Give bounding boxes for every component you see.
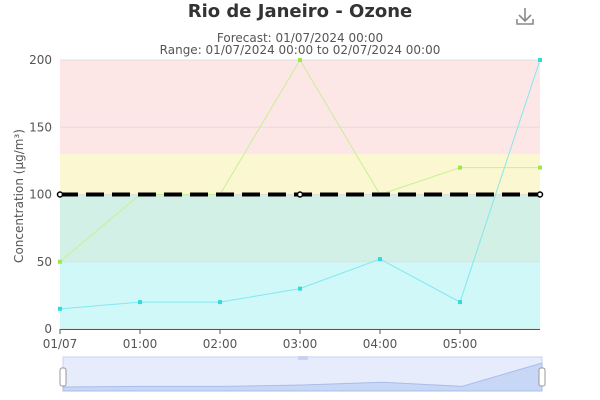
navigator-left-handle[interactable]: [59, 367, 67, 387]
series-1-point-4: [378, 257, 382, 262]
threshold-marker-0: [56, 191, 64, 198]
y-axis: 0 50 100 150 200: [29, 53, 52, 336]
x-tick-label-1: 01:00: [123, 337, 158, 351]
range-subtitle: Range: 01/07/2024 00:00 to 02/07/2024 00…: [159, 43, 441, 57]
navigator-right-handle[interactable]: [538, 367, 546, 387]
navigator-top-handle[interactable]: [298, 356, 308, 360]
series-1-point-2: [218, 300, 222, 305]
series-0-point-3: [298, 58, 302, 62]
y-tick-label-50: 50: [37, 255, 52, 269]
series-1-point-1: [138, 300, 142, 305]
download-button[interactable]: [512, 5, 538, 27]
series-0-point-0: [58, 259, 62, 264]
band-0-50: [60, 261, 540, 329]
x-tick-label-2: 02:00: [203, 337, 238, 351]
x-tick-label-5: 05:00: [443, 337, 478, 351]
band-130-200: [60, 60, 540, 155]
series-1-point-3: [298, 286, 302, 291]
x-tick-label-0: 01/07: [43, 337, 78, 351]
chart-title: Rio de Janeiro - Ozone: [187, 1, 413, 22]
series-1-point-5: [458, 300, 462, 305]
range-navigator[interactable]: [59, 356, 546, 392]
y-tick-label-0: 0: [44, 322, 52, 336]
x-axis: 01/07 01:00 02:00 03:00 04:00 05:00: [43, 329, 540, 351]
x-tick-label-3: 03:00: [283, 337, 318, 351]
concentration-bands: [60, 60, 540, 329]
download-icon: [516, 8, 534, 25]
series-0-point-6: [538, 165, 542, 170]
y-tick-label-200: 200: [29, 53, 52, 67]
series-1-point-0: [58, 306, 62, 311]
threshold-marker-2: [536, 191, 544, 198]
threshold-line-group: [56, 191, 544, 198]
y-tick-label-150: 150: [29, 120, 52, 134]
series-0-point-5: [458, 165, 462, 170]
threshold-marker-1: [296, 191, 304, 198]
y-tick-label-100: 100: [29, 188, 52, 202]
series-1-point-6: [538, 58, 542, 62]
band-50-100: [60, 194, 540, 262]
y-axis-label: Concentration (µg/m³): [12, 129, 26, 263]
band-100-130: [60, 154, 540, 195]
x-tick-label-4: 04:00: [363, 337, 398, 351]
forecast-subtitle: Forecast: 01/07/2024 00:00: [216, 31, 384, 45]
